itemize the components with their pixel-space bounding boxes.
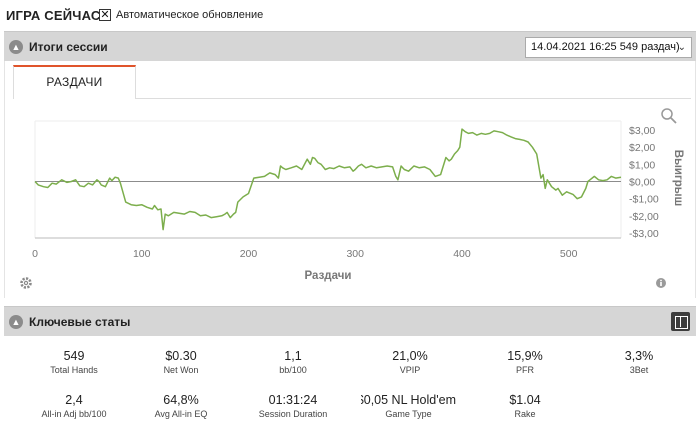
stat-value: 3,3%: [624, 349, 654, 363]
y-tick-label: $3,00: [629, 125, 655, 137]
stat-value: $1.04: [509, 393, 541, 407]
chevron-up-icon[interactable]: ▲: [9, 40, 23, 54]
stat-value: $0.30: [165, 349, 197, 363]
stat-value: 1,1: [284, 349, 302, 363]
stat-session-duration: 01:31:24 Session Duration: [238, 392, 348, 420]
x-axis-label: Раздачи: [305, 270, 352, 282]
x-tick-label: 500: [560, 248, 578, 260]
x-tick-label: 100: [133, 248, 151, 260]
top-bar: ИГРА СЕЙЧАС ✕ Автоматическое обновление: [0, 0, 700, 31]
gear-icon[interactable]: [20, 277, 32, 289]
stat-allin-adj-bb100: 2,4 All-in Adj bb/100: [19, 392, 129, 420]
stat-label: VPIP: [399, 365, 421, 375]
y-axis-label: Выигрыш: [672, 150, 684, 206]
y-tick-label: $2,00: [629, 142, 655, 154]
zoom-icon[interactable]: [661, 108, 677, 124]
stat-value: 21,0%: [392, 349, 428, 363]
stat-value: 2,4: [65, 393, 83, 407]
stat-value: 549: [63, 349, 85, 363]
x-tick-label: 300: [346, 248, 364, 260]
y-tick-label: $0,00: [629, 177, 655, 189]
x-tick-label: 0: [32, 248, 38, 260]
stat-label: Total Hands: [50, 365, 98, 375]
stat-label: Game Type: [385, 409, 432, 419]
y-axis-ticks: $3,00 $2,00 $1,00 $0,00 -$1,00 -$2,00 -$3,00: [629, 125, 659, 240]
stat-label: Avg All-in EQ: [154, 409, 208, 419]
stat-3bet: 3,3% 3Bet: [584, 348, 694, 376]
winnings-line: [34, 128, 622, 231]
session-select-value: 14.04.2021 16:25 549 раздач): [531, 41, 680, 53]
stat-label: 3Bet: [629, 365, 649, 375]
chevron-up-icon[interactable]: ▲: [9, 315, 23, 329]
stat-label: All-in Adj bb/100: [41, 409, 107, 419]
stat-net-won: $0.30 Net Won: [126, 348, 236, 376]
y-tick-label: $1,00: [629, 159, 655, 171]
stat-value: 01:31:24: [268, 393, 318, 407]
stat-label: PFR: [516, 365, 534, 375]
auto-update-label[interactable]: Автоматическое обновление: [116, 9, 264, 21]
stat-vpip: 21,0% VPIP: [355, 348, 465, 376]
key-stats-header: ▲ Ключевые статы: [4, 306, 696, 336]
stat-rake: $1.04 Rake: [470, 392, 580, 420]
auto-update-checkbox[interactable]: ✕: [99, 9, 111, 21]
tab-divider: [136, 98, 691, 99]
stat-total-hands: 549 Total Hands: [19, 348, 129, 376]
chevron-down-icon: ⌄: [677, 42, 686, 53]
stat-label: bb/100: [279, 365, 307, 375]
chart-panel: РАЗДАЧИ 0 100 200 300 400 500 $3,00 $2,00 $1,00…: [4, 61, 696, 298]
x-axis-ticks: 0 100 200 300 400 500: [32, 248, 578, 260]
info-icon[interactable]: [656, 278, 666, 288]
session-results-header: ▲ Итоги сессии 14.04.2021 16:25 549 разд…: [4, 31, 696, 61]
x-tick-label: 400: [453, 248, 471, 260]
tab-hands[interactable]: РАЗДАЧИ: [13, 65, 136, 99]
stat-value: $0,02/$0,05 NL Hold'em: [361, 393, 456, 407]
stat-value: 64,8%: [163, 393, 199, 407]
stat-pfr: 15,9% PFR: [470, 348, 580, 376]
y-tick-label: -$1,00: [629, 194, 659, 206]
session-select[interactable]: 14.04.2021 16:25 549 раздач) ⌄: [525, 37, 692, 58]
stat-avg-allin-eq: 64,8% Avg All-in EQ: [126, 392, 236, 420]
stat-label: Rake: [514, 409, 536, 419]
stat-value: 15,9%: [507, 349, 543, 363]
winnings-chart: 0 100 200 300 400 500 $3,00 $2,00 $1,00 $0,00 -$1…: [20, 108, 684, 289]
session-results-title: Итоги сессии: [29, 40, 108, 54]
y-tick-label: -$3,00: [629, 228, 659, 240]
stat-label: Session Duration: [258, 409, 328, 419]
stat-bb100: 1,1 bb/100: [238, 348, 348, 376]
key-stats-title: Ключевые статы: [29, 315, 131, 329]
x-tick-label: 200: [240, 248, 258, 260]
layout-toggle-icon[interactable]: [671, 312, 690, 331]
key-stats-grid: 549 Total Hands $0.30 Net Won 1,1 bb/100…: [4, 337, 696, 431]
y-tick-label: -$2,00: [629, 211, 659, 223]
stat-game-type: $0,02/$0,05 NL Hold'em Game Type: [361, 392, 456, 420]
stat-label: Net Won: [163, 365, 199, 375]
page-title: ИГРА СЕЙЧАС: [6, 8, 101, 23]
